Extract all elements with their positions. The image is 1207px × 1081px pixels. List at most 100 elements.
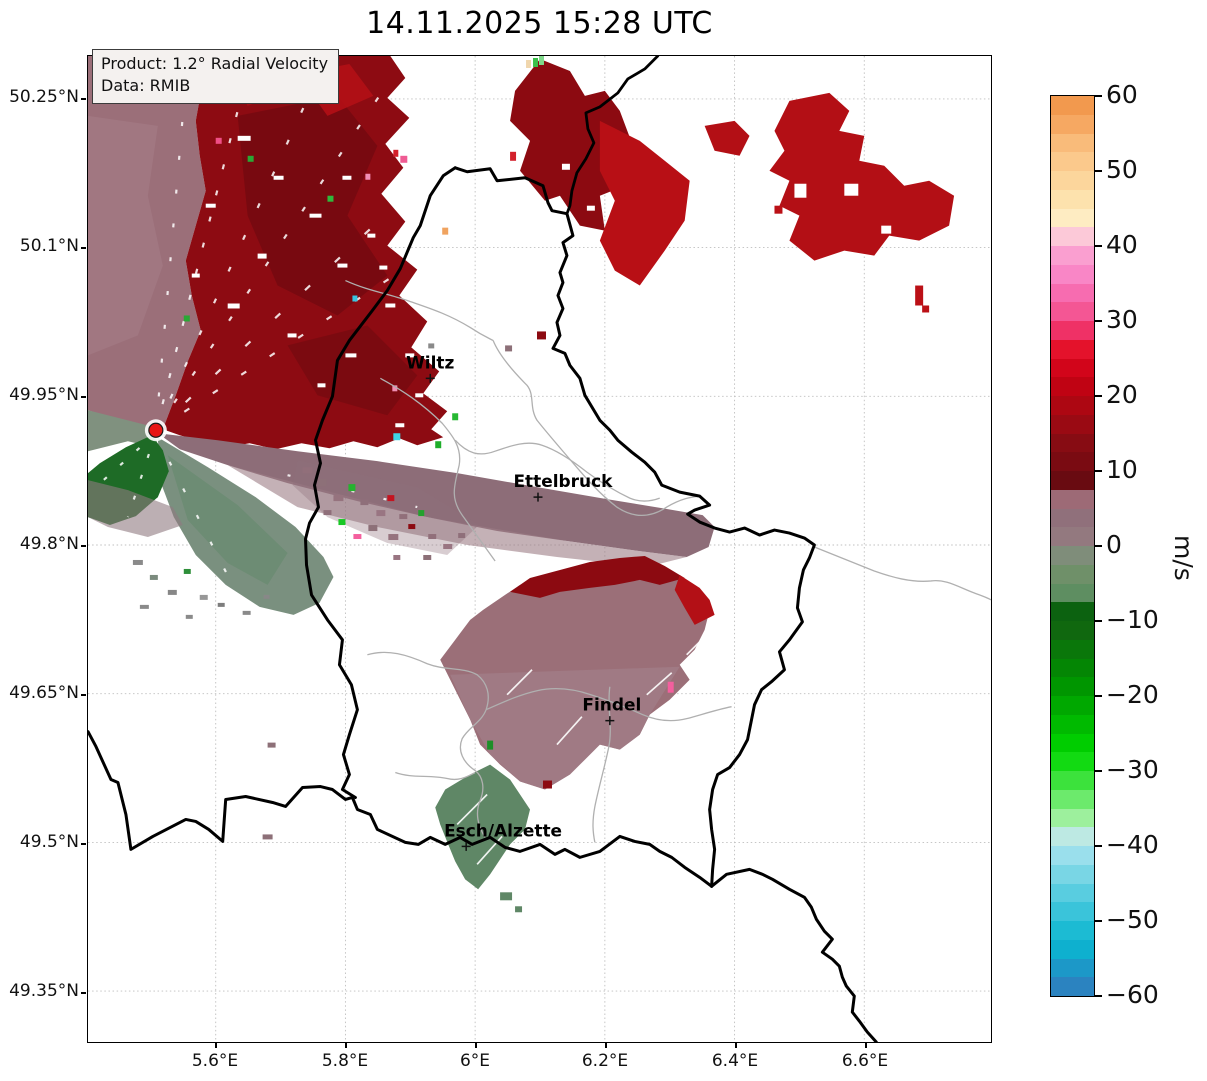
- country-borders: [88, 56, 878, 1042]
- colorbar-tick-mark: [1095, 470, 1102, 472]
- map-canvas: Wiltz Ettelbruck Findel Esch/Alzette: [88, 56, 991, 1042]
- map-plot-area: Wiltz Ettelbruck Findel Esch/Alzette: [87, 55, 992, 1043]
- x-tick-mark: [215, 1043, 217, 1048]
- city-label: Esch/Alzette: [444, 820, 562, 840]
- colorbar-tick-mark: [1095, 770, 1102, 772]
- colorbar-band: [1051, 846, 1094, 865]
- colorbar-band: [1051, 808, 1094, 828]
- colorbar-tick-mark: [1095, 95, 1102, 97]
- colorbar-band: [1051, 658, 1094, 678]
- page-title: 14.11.2025 15:28 UTC: [366, 6, 713, 41]
- colorbar-band: [1051, 883, 1094, 903]
- colorbar-tick-label: 60: [1106, 80, 1138, 109]
- colorbar-band: [1051, 771, 1094, 790]
- x-tick-label: 6.2°E: [581, 1051, 629, 1071]
- colorbar-band: [1051, 246, 1094, 265]
- clutter-specks: [132, 56, 930, 913]
- colorbar-tick-label: 10: [1106, 455, 1138, 484]
- colorbar-band: [1051, 321, 1094, 340]
- radar-site-marker: [144, 419, 167, 442]
- colorbar-band: [1051, 189, 1094, 209]
- city-label: Findel: [582, 695, 641, 715]
- colorbar-band: [1051, 508, 1094, 528]
- colorbar-tick-label: 20: [1106, 380, 1138, 409]
- colorbar-tick-label: −30: [1106, 755, 1159, 784]
- colorbar-tick-label: −10: [1106, 605, 1159, 634]
- y-tick-mark: [81, 396, 86, 398]
- x-tick-mark: [605, 1043, 607, 1048]
- colorbar-tick-mark: [1095, 620, 1102, 622]
- x-tick-label: 6°E: [459, 1051, 491, 1071]
- x-tick-mark: [475, 1043, 477, 1048]
- y-tick-mark: [81, 545, 86, 547]
- colorbar-band: [1051, 133, 1094, 153]
- colorbar-band: [1051, 696, 1094, 715]
- colorbar-tick-label: 50: [1106, 155, 1138, 184]
- colorbar-band: [1051, 546, 1094, 565]
- colorbar-band: [1051, 452, 1094, 471]
- colorbar-band: [1051, 921, 1094, 940]
- colorbar-tick-label: −50: [1106, 905, 1159, 934]
- colorbar-tick-mark: [1095, 545, 1102, 547]
- y-tick-mark: [81, 992, 86, 994]
- y-tick-mark: [81, 98, 86, 100]
- colorbar-tick-label: −60: [1106, 980, 1159, 1009]
- y-tick-mark: [81, 843, 86, 845]
- colorbar-band: [1051, 939, 1094, 959]
- colorbar-band: [1051, 602, 1094, 621]
- colorbar-band: [1051, 114, 1094, 134]
- data-source-label: Data: RMIB: [101, 76, 191, 96]
- colorbar-band: [1051, 714, 1094, 734]
- colorbar-tick-label: −40: [1106, 830, 1159, 859]
- y-tick-mark: [81, 247, 86, 249]
- colorbar-tick-mark: [1095, 320, 1102, 322]
- colorbar-band: [1051, 264, 1094, 284]
- y-tick-label: 49.65°N: [9, 683, 79, 703]
- colorbar-band: [1051, 227, 1094, 246]
- x-tick-label: 6.6°E: [841, 1051, 889, 1071]
- city-marker-wiltz: Wiltz: [406, 352, 455, 383]
- city-marker-findel: Findel: [582, 695, 641, 726]
- colorbar-band: [1051, 208, 1094, 228]
- product-info-box: Product: 1.2° Radial Velocity Data: RMIB: [92, 49, 340, 104]
- y-tick-label: 50.25°N: [9, 87, 79, 107]
- x-tick-label: 6.4°E: [711, 1051, 759, 1071]
- y-tick-label: 49.35°N: [9, 981, 79, 1001]
- colorbar-tick-mark: [1095, 170, 1102, 172]
- y-tick-label: 50.1°N: [19, 236, 79, 256]
- colorbar-band: [1051, 283, 1094, 303]
- colorbar-tick-mark: [1095, 695, 1102, 697]
- colorbar-band: [1051, 752, 1094, 771]
- city-marker-esch-alzette: Esch/Alzette: [444, 820, 562, 851]
- colorbar-tick-mark: [1095, 845, 1102, 847]
- colorbar-tick-mark: [1095, 395, 1102, 397]
- colorbar-band: [1051, 396, 1094, 415]
- colorbar-band: [1051, 864, 1094, 884]
- colorbar-band: [1051, 471, 1094, 490]
- colorbar-band: [1051, 152, 1094, 171]
- x-tick-label: 5.8°E: [321, 1051, 369, 1071]
- city-label: Wiltz: [406, 352, 454, 372]
- y-tick-label: 49.95°N: [9, 385, 79, 405]
- colorbar-band: [1051, 902, 1094, 921]
- colorbar-band: [1051, 583, 1094, 603]
- colorbar-band: [1051, 827, 1094, 846]
- colorbar-band: [1051, 489, 1094, 509]
- colorbar-band: [1051, 733, 1094, 753]
- colorbar-band: [1051, 302, 1094, 321]
- colorbar-band: [1051, 958, 1094, 978]
- colorbar-band: [1051, 677, 1094, 696]
- colorbar-band: [1051, 621, 1094, 640]
- colorbar-tick-mark: [1095, 920, 1102, 922]
- y-tick-label: 49.5°N: [19, 832, 79, 852]
- x-tick-mark: [735, 1043, 737, 1048]
- colorbar-band: [1051, 433, 1094, 453]
- x-tick-mark: [865, 1043, 867, 1048]
- colorbar: [1050, 95, 1095, 997]
- y-tick-label: 49.8°N: [19, 534, 79, 554]
- city-marker-ettelbruck: Ettelbruck: [513, 471, 613, 502]
- colorbar-band: [1051, 171, 1094, 190]
- colorbar-band: [1051, 789, 1094, 809]
- colorbar-tick-label: 30: [1106, 305, 1138, 334]
- y-tick-mark: [81, 694, 86, 696]
